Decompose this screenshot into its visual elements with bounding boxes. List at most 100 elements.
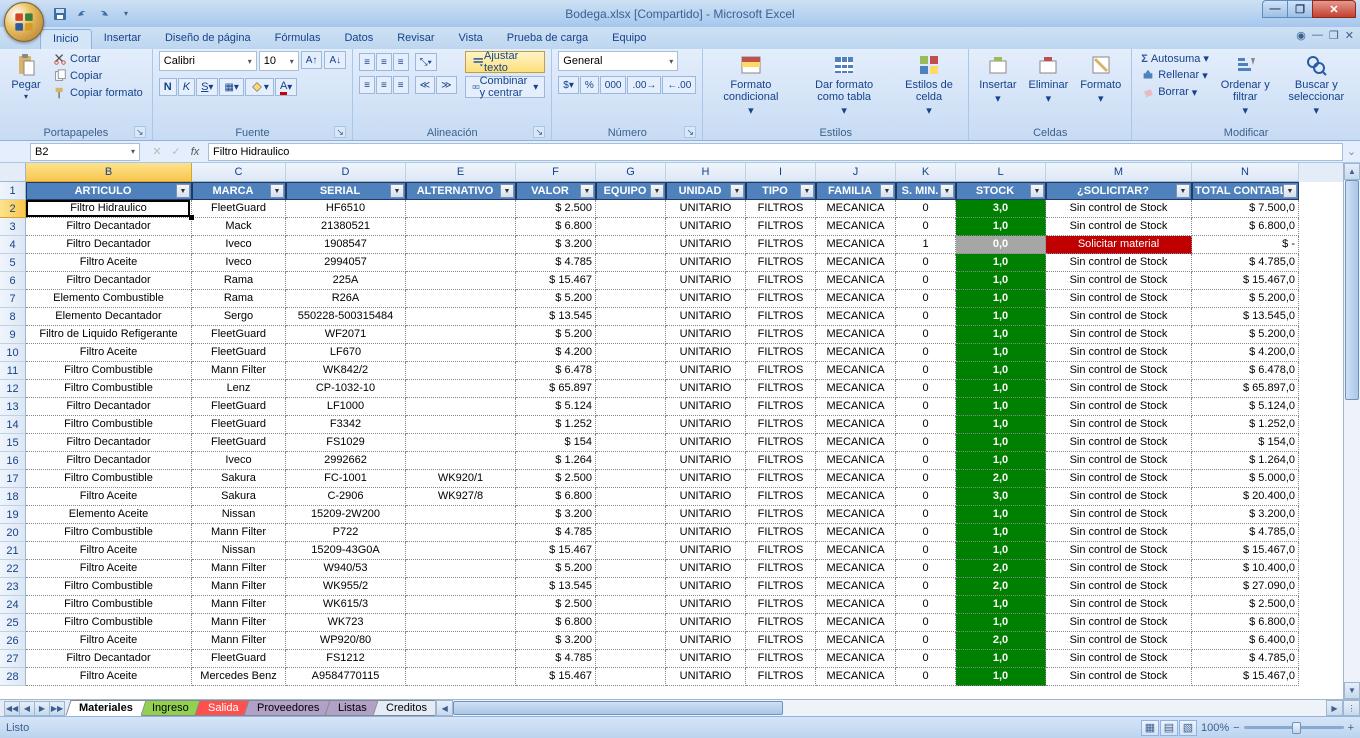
cell[interactable]: UNITARIO xyxy=(666,434,746,452)
cut-button[interactable]: Cortar xyxy=(50,51,146,67)
filter-dropdown-icon[interactable]: ▼ xyxy=(730,184,744,198)
font-name-combo[interactable]: Calibri▾ xyxy=(159,51,257,71)
cell[interactable]: UNITARIO xyxy=(666,560,746,578)
align-bottom-icon[interactable]: ≡ xyxy=(393,53,409,71)
cell[interactable]: 1,0 xyxy=(956,416,1046,434)
cell[interactable]: 0 xyxy=(896,416,956,434)
cell[interactable]: $ 10.400,0 xyxy=(1192,560,1299,578)
office-button[interactable] xyxy=(4,2,44,42)
cell[interactable]: $ 2.500,0 xyxy=(1192,596,1299,614)
sort-filter-button[interactable]: Ordenar y filtrar▾ xyxy=(1216,51,1275,119)
cell[interactable]: Rama xyxy=(192,290,286,308)
cell[interactable]: 0 xyxy=(896,470,956,488)
copy-button[interactable]: Copiar xyxy=(50,68,146,84)
table-header[interactable]: MARCA▼ xyxy=(192,182,286,200)
col-header[interactable]: K xyxy=(896,163,956,182)
cell[interactable]: $ 15.467,0 xyxy=(1192,542,1299,560)
cell[interactable]: MECANICA xyxy=(816,200,896,218)
cell[interactable]: MECANICA xyxy=(816,668,896,686)
cell[interactable] xyxy=(596,614,666,632)
row-header[interactable]: 2 xyxy=(0,200,26,218)
cell[interactable]: 1,0 xyxy=(956,506,1046,524)
cell[interactable] xyxy=(406,632,516,650)
cell[interactable]: Sin control de Stock xyxy=(1046,434,1192,452)
cell[interactable]: Sin control de Stock xyxy=(1046,290,1192,308)
cell[interactable]: Mann Filter xyxy=(192,578,286,596)
cell[interactable]: Filtro Decantador xyxy=(26,650,192,668)
cell[interactable]: 0 xyxy=(896,326,956,344)
filter-dropdown-icon[interactable]: ▼ xyxy=(390,184,404,198)
sheet-tab[interactable]: Proveedores xyxy=(243,700,333,716)
cell[interactable] xyxy=(406,200,516,218)
col-header[interactable]: B xyxy=(26,163,192,182)
cell[interactable]: $ 15.467 xyxy=(516,272,596,290)
cell[interactable]: $ - xyxy=(1192,236,1299,254)
cell[interactable]: MECANICA xyxy=(816,488,896,506)
cell[interactable]: 0 xyxy=(896,452,956,470)
cell[interactable]: FILTROS xyxy=(746,668,816,686)
cell[interactable] xyxy=(596,254,666,272)
cell[interactable]: WF2071 xyxy=(286,326,406,344)
cell[interactable]: MECANICA xyxy=(816,290,896,308)
name-box[interactable]: B2▾ xyxy=(30,143,140,161)
cell[interactable]: Filtro Aceite xyxy=(26,254,192,272)
tab-equipo[interactable]: Equipo xyxy=(600,29,658,49)
cell[interactable]: 0 xyxy=(896,542,956,560)
save-icon[interactable] xyxy=(50,4,70,24)
cell[interactable]: FILTROS xyxy=(746,506,816,524)
table-header[interactable]: ALTERNATIVO▼ xyxy=(406,182,516,200)
cell[interactable]: 0 xyxy=(896,218,956,236)
cell[interactable]: Filtro Combustible xyxy=(26,416,192,434)
scroll-left-icon[interactable]: ◀ xyxy=(436,700,453,716)
cell[interactable]: $ 154 xyxy=(516,434,596,452)
fx-icon[interactable]: fx xyxy=(186,143,204,161)
thousands-icon[interactable]: 000 xyxy=(600,76,627,94)
table-header[interactable]: STOCK▼ xyxy=(956,182,1046,200)
cell[interactable]: MECANICA xyxy=(816,398,896,416)
underline-icon[interactable]: S▾ xyxy=(196,78,218,96)
cell[interactable] xyxy=(596,560,666,578)
cell[interactable]: HF6510 xyxy=(286,200,406,218)
cell[interactable]: $ 5.200,0 xyxy=(1192,290,1299,308)
paste-button[interactable]: Pegar ▾ xyxy=(6,51,46,104)
cell[interactable]: Filtro Combustible xyxy=(26,596,192,614)
cell[interactable]: $ 65.897,0 xyxy=(1192,380,1299,398)
cell[interactable]: UNITARIO xyxy=(666,308,746,326)
col-header[interactable]: C xyxy=(192,163,286,182)
cell[interactable]: FILTROS xyxy=(746,200,816,218)
cell[interactable]: MECANICA xyxy=(816,326,896,344)
cell[interactable]: $ 154,0 xyxy=(1192,434,1299,452)
cell[interactable]: Filtro Combustible xyxy=(26,362,192,380)
row-header[interactable]: 11 xyxy=(0,362,26,380)
cell[interactable]: $ 65.897 xyxy=(516,380,596,398)
cell[interactable]: 3,0 xyxy=(956,488,1046,506)
cell[interactable]: A9584770115 xyxy=(286,668,406,686)
cell[interactable]: MECANICA xyxy=(816,218,896,236)
cell[interactable]: WK723 xyxy=(286,614,406,632)
close-workbook-icon[interactable]: ✕ xyxy=(1345,29,1354,42)
conditional-format-button[interactable]: Formato condicional▾ xyxy=(709,51,792,119)
cell[interactable]: Iveco xyxy=(192,254,286,272)
format-cells-button[interactable]: Formato▾ xyxy=(1076,51,1125,107)
tab-revisar[interactable]: Revisar xyxy=(385,29,446,49)
cell[interactable]: $ 15.467,0 xyxy=(1192,668,1299,686)
row-header[interactable]: 5 xyxy=(0,254,26,272)
cell[interactable]: Sin control de Stock xyxy=(1046,560,1192,578)
cell[interactable] xyxy=(596,344,666,362)
row-header[interactable]: 19 xyxy=(0,506,26,524)
cell[interactable]: UNITARIO xyxy=(666,254,746,272)
cell[interactable]: FILTROS xyxy=(746,578,816,596)
filter-dropdown-icon[interactable]: ▼ xyxy=(176,184,190,198)
cell[interactable] xyxy=(406,326,516,344)
cell[interactable]: FILTROS xyxy=(746,524,816,542)
cell[interactable]: Filtro Decantador xyxy=(26,236,192,254)
cell[interactable]: Sin control de Stock xyxy=(1046,218,1192,236)
cell[interactable]: 1,0 xyxy=(956,326,1046,344)
cell[interactable]: 0 xyxy=(896,632,956,650)
cell[interactable]: $ 5.200 xyxy=(516,326,596,344)
cell[interactable] xyxy=(596,452,666,470)
cell[interactable]: 2,0 xyxy=(956,470,1046,488)
cell[interactable]: CP-1032-10 xyxy=(286,380,406,398)
row-header[interactable]: 8 xyxy=(0,308,26,326)
cell[interactable]: Filtro Aceite xyxy=(26,632,192,650)
